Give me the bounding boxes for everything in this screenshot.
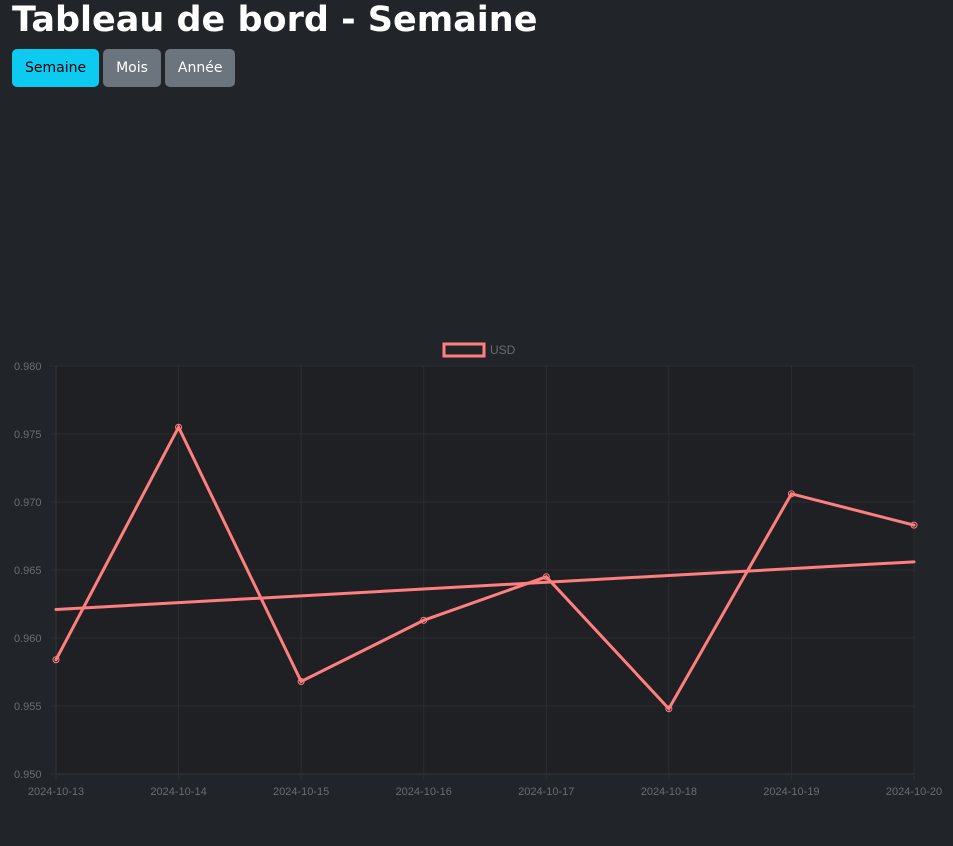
- x-tick-label: 2024-10-16: [396, 786, 452, 798]
- page-title: Tableau de bord - Semaine: [12, 0, 538, 40]
- y-tick-label: 0.960: [14, 633, 42, 645]
- x-tick-label: 2024-10-19: [763, 786, 819, 798]
- data-point: [175, 423, 183, 431]
- period-button-year[interactable]: Année: [164, 49, 236, 87]
- x-tick-label: 2024-10-15: [273, 786, 329, 798]
- x-tick-label: 2024-10-13: [28, 786, 84, 798]
- y-tick-label: 0.950: [14, 769, 42, 781]
- chart-legend: USD: [442, 342, 516, 358]
- x-tick-label: 2024-10-20: [886, 786, 942, 798]
- chart-axes: 0.980 0.975 0.970 0.965 0.960 0.955 0.950 2024-…: [14, 361, 942, 798]
- y-tick-label: 0.955: [14, 701, 42, 713]
- chart-canvas: 0.980 0.975 0.970 0.965 0.960 0.955 0.950 2024-…: [14, 342, 942, 798]
- legend-label: USD: [490, 343, 516, 357]
- data-point: [420, 616, 428, 624]
- period-button-month[interactable]: Mois: [103, 49, 161, 87]
- period-selector: Semaine Mois Année: [12, 49, 236, 87]
- data-point: [910, 521, 918, 529]
- x-tick-label: 2024-10-17: [518, 786, 574, 798]
- x-tick-label: 2024-10-18: [641, 786, 697, 798]
- data-point: [52, 656, 60, 664]
- data-point: [542, 573, 550, 581]
- data-point: [297, 678, 305, 686]
- y-tick-label: 0.970: [14, 497, 42, 509]
- legend-swatch: [442, 342, 486, 358]
- series-line-usd: [54, 423, 916, 712]
- y-tick-label: 0.965: [14, 565, 42, 577]
- x-tick-label: 2024-10-14: [150, 786, 206, 798]
- data-point: [665, 705, 673, 713]
- y-tick-label: 0.980: [14, 361, 42, 373]
- exchange-rate-chart: 0.980 0.975 0.970 0.965 0.960 0.955 0.950 2024-…: [0, 335, 953, 805]
- data-point: [787, 490, 795, 498]
- period-button-week[interactable]: Semaine: [12, 49, 100, 87]
- trend-line: [54, 560, 916, 611]
- y-tick-label: 0.975: [14, 429, 42, 441]
- chart-series: [52, 423, 918, 713]
